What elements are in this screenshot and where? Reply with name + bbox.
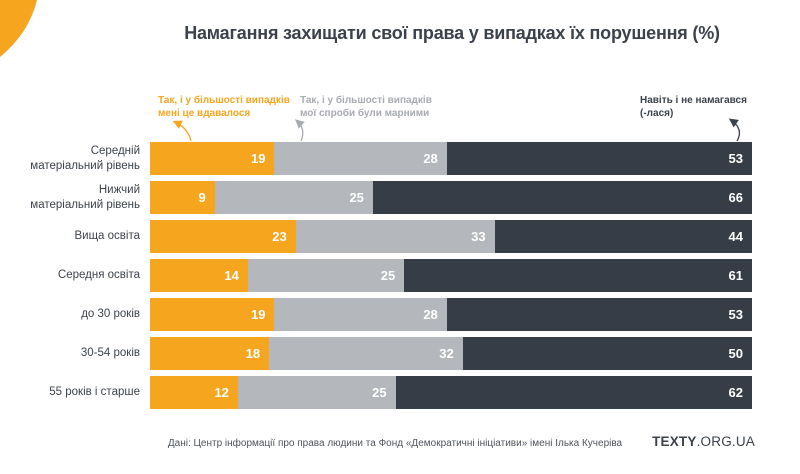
logo-texty: TEXTY [652,434,697,449]
bar-segment: 28 [274,142,447,175]
source-note: Дані: Центр інформації про права людини … [167,438,623,449]
legend-not-tried: Навіть і не намагався (-лася) [640,94,747,120]
bar-segment: 25 [237,376,396,409]
bar-segment: 32 [269,337,463,370]
bar-segment: 33 [295,220,495,253]
logo-orgua: .ORG.UA [696,434,755,449]
legend-futile-line2: мої спроби були марними [300,108,430,120]
chart-row: Вища освіта 23 33 44 [0,220,752,253]
chart-rows: Середній матеріальний рівень 19 28 53 Нижчий м… [0,142,752,415]
bar-segment: 50 [462,337,752,370]
chart-row: Середня освіта 14 25 61 [0,259,752,292]
bar-segment: 44 [494,220,752,253]
chart-row: 55 років і старше 12 25 62 [0,376,752,409]
chart-row: Нижчий матеріальний рівень 9 25 66 [0,181,752,214]
bar-segment: 23 [150,220,296,253]
legend-not-tried-line1: Навіть і не намагався [640,95,747,106]
bar-segment: 12 [150,376,238,409]
legend-succeeded-line2: мені це вдавалося [158,108,251,120]
arrow-not-tried [728,118,741,142]
arrow-futile [295,119,305,142]
category-label: до 30 років [81,308,140,321]
legend-succeeded: Так, і у більшості випадків мені це вдав… [158,94,290,120]
stacked-bar: 19 28 53 [150,298,752,331]
corner-decoration [0,0,37,57]
stacked-bar: 19 28 53 [150,142,752,175]
chart-row: Середній матеріальний рівень 19 28 53 [0,142,752,175]
bar-segment: 62 [395,376,752,409]
bar-segment: 18 [150,337,270,370]
bar-segment: 61 [404,259,752,292]
category-label: Середній матеріальний рівень [30,145,140,172]
category-label: Середня освіта [57,269,140,282]
category-label: 30-54 років [80,347,140,360]
stacked-bar: 23 33 44 [150,220,752,253]
bar-segment: 25 [247,259,405,292]
stacked-bar: 12 25 62 [150,376,752,409]
bar-segment: 28 [274,298,447,331]
chart-row: 30-54 років 18 32 50 [0,337,752,370]
legend-succeeded-line1: Так, і у більшості випадків [158,95,290,106]
texty-logo: TEXTY.ORG.UA [652,434,755,449]
stacked-bar: 9 25 66 [150,181,752,214]
bar-segment: 14 [150,259,248,292]
legend-not-tried-line2: (-лася) [640,108,674,120]
stacked-bar: 14 25 61 [150,259,752,292]
bar-segment: 19 [150,298,275,331]
chart-row: до 30 років 19 28 53 [0,298,752,331]
bar-segment: 19 [150,142,275,175]
arrow-succeeded [172,120,192,142]
category-label: 55 років і старше [49,386,140,399]
bar-segment: 53 [446,142,752,175]
legend-futile-line1: Так, і у більшості випадків [300,95,432,106]
stacked-bar: 18 32 50 [150,337,752,370]
bar-segment: 9 [150,181,215,214]
chart-title: Намагання захищати свої права у випадках… [184,23,720,43]
bar-segment: 66 [372,181,752,214]
category-label: Вища освіта [74,230,141,243]
legend-futile: Так, і у більшості випадків мої спроби б… [300,94,432,120]
bar-segment: 53 [446,298,752,331]
bar-segment: 25 [214,181,373,214]
category-label: Нижчий матеріальний рівень [30,184,140,211]
